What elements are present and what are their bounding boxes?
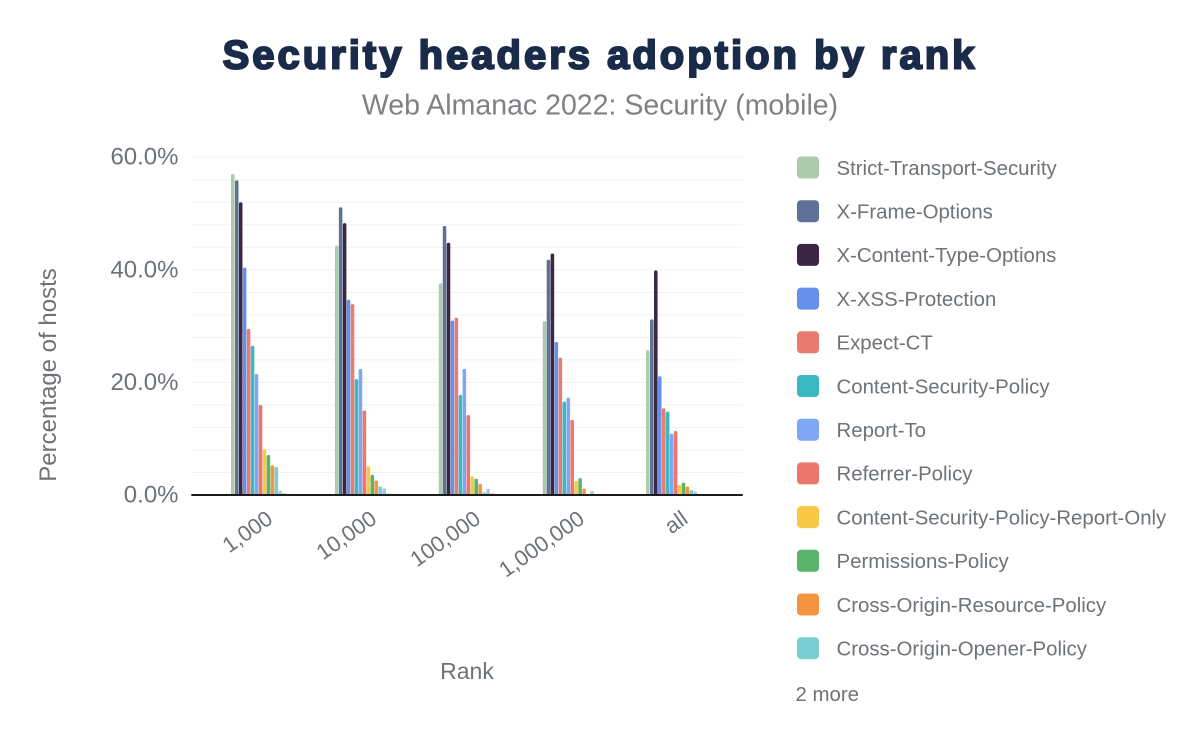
svg-text:Percentage of hosts: Percentage of hosts: [35, 268, 62, 481]
svg-text:Web Almanac 2022: Security (mo: Web Almanac 2022: Security (mobile): [362, 90, 838, 122]
svg-text:X-XSS-Protection: X-XSS-Protection: [837, 289, 997, 311]
svg-text:20.0%: 20.0%: [110, 369, 178, 396]
svg-text:40.0%: 40.0%: [110, 256, 178, 283]
svg-text:Strict-Transport-Security: Strict-Transport-Security: [837, 158, 1058, 180]
svg-text:Rank: Rank: [440, 658, 494, 684]
svg-text:Permissions-Policy: Permissions-Policy: [837, 551, 1010, 573]
svg-text:0.0%: 0.0%: [124, 482, 179, 509]
svg-text:Expect-CT: Expect-CT: [837, 333, 933, 355]
svg-text:Referrer-Policy: Referrer-Policy: [837, 464, 974, 486]
svg-text:Content-Security-Policy-Report: Content-Security-Policy-Report-Only: [837, 507, 1168, 529]
svg-text:Security headers adoption by r: Security headers adoption by rank: [223, 34, 978, 78]
svg-text:X-Content-Type-Options: X-Content-Type-Options: [837, 245, 1057, 267]
svg-text:Content-Security-Policy: Content-Security-Policy: [837, 376, 1051, 398]
svg-text:X-Frame-Options: X-Frame-Options: [837, 202, 993, 224]
svg-text:60.0%: 60.0%: [110, 144, 178, 171]
svg-text:Cross-Origin-Opener-Policy: Cross-Origin-Opener-Policy: [837, 639, 1088, 661]
svg-text:Report-To: Report-To: [837, 420, 927, 442]
svg-text:Cross-Origin-Resource-Policy: Cross-Origin-Resource-Policy: [837, 595, 1107, 617]
svg-text:2 more: 2 more: [796, 684, 859, 706]
